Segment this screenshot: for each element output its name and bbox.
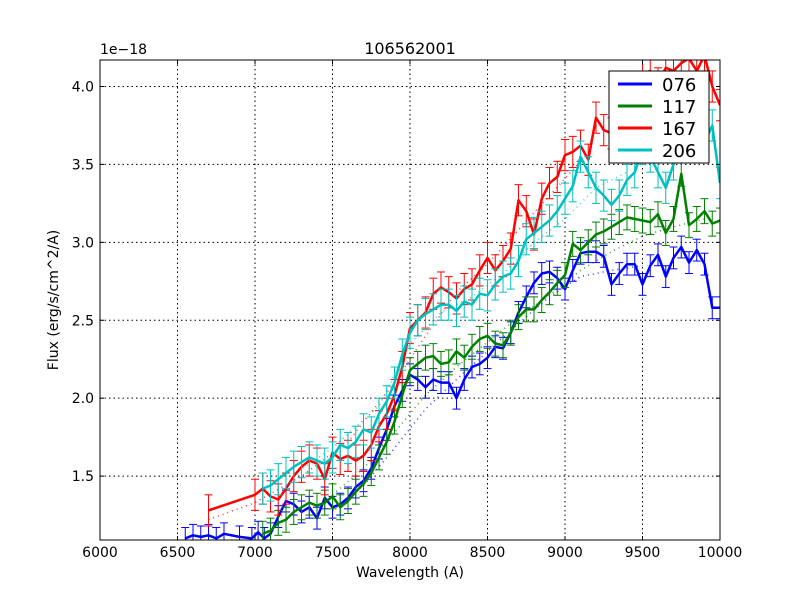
y-axis-label: Flux (erg/s/cm^2/A)	[46, 230, 62, 370]
x-tick-label: 10000	[698, 545, 743, 561]
y-tick-label: 1.5	[72, 469, 94, 485]
x-tick-label: 6000	[82, 545, 118, 561]
legend-label: 117	[662, 97, 696, 118]
series-line	[184, 245, 720, 540]
legend-item-206: 206	[618, 141, 696, 162]
legend-box	[608, 70, 710, 164]
legend: 076 117 167 206	[608, 70, 710, 164]
series-line	[262, 172, 720, 535]
y-tick-label: 3.0	[72, 235, 94, 251]
legend-label: 206	[662, 141, 696, 162]
data-series	[181, 60, 720, 540]
legend-item-076: 076	[618, 75, 696, 96]
x-tick-label: 7500	[315, 545, 351, 561]
y-tick-label: 2.0	[72, 391, 94, 407]
legend-item-117: 117	[618, 97, 696, 118]
y-tick-label: 2.5	[72, 313, 94, 329]
x-tick-label: 7000	[237, 545, 273, 561]
axis-ticks: 6000 6500 7000 7500 8000 8500 9000 9500 10000 1.5…	[72, 60, 743, 561]
y-tick-label: 3.5	[72, 157, 94, 173]
x-tick-label: 8500	[470, 545, 506, 561]
legend-label: 076	[662, 75, 696, 96]
x-tick-label: 6500	[160, 545, 196, 561]
x-tick-label: 8000	[392, 545, 428, 561]
x-tick-label: 9000	[547, 545, 583, 561]
x-axis-label: Wavelength (A)	[356, 565, 464, 581]
legend-item-167: 167	[618, 119, 696, 140]
chart-title: 106562001	[364, 39, 456, 58]
x-tick-label: 9500	[625, 545, 661, 561]
legend-label: 167	[662, 119, 696, 140]
y-offset-label: 1e−18	[100, 42, 147, 58]
y-tick-label: 4.0	[72, 79, 94, 95]
